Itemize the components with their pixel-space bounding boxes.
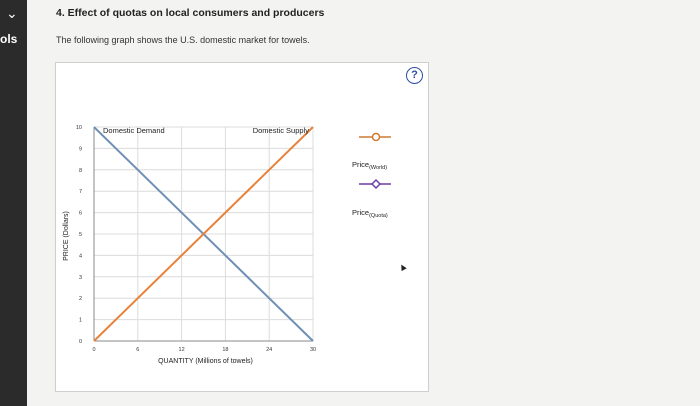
demand-curve-label: Domestic Demand bbox=[103, 126, 165, 135]
chart-legend bbox=[359, 132, 391, 190]
x-axis-label: QUANTITY (Millions of towels) bbox=[158, 358, 253, 365]
help-icon[interactable]: ? bbox=[406, 67, 423, 84]
y-tick-label: 5 bbox=[79, 232, 82, 238]
supply-curve-label: Domestic Supply bbox=[253, 126, 310, 135]
y-axis-label: PRICE (Dollars) bbox=[63, 211, 70, 261]
y-tick-label: 3 bbox=[79, 275, 82, 281]
chevron-down-icon[interactable]: ⌄ bbox=[6, 5, 18, 21]
y-tick-label: 2 bbox=[79, 296, 82, 302]
y-tick-label: 4 bbox=[79, 253, 82, 259]
chart-axes bbox=[93, 127, 313, 342]
y-tick-label: 8 bbox=[79, 168, 82, 174]
chart-series bbox=[93, 126, 314, 342]
y-tick-label: 0 bbox=[79, 339, 82, 345]
tools-label[interactable]: ols bbox=[0, 32, 18, 46]
question-text: The following graph shows the U.S. domes… bbox=[56, 35, 310, 45]
legend-quota-marker bbox=[370, 178, 382, 190]
x-tick-label: 6 bbox=[136, 347, 139, 353]
y-tick-label: 10 bbox=[76, 125, 82, 131]
sidebar: ⌄ ols bbox=[0, 0, 27, 406]
legend-world-marker bbox=[371, 132, 381, 142]
x-tick-label: 30 bbox=[310, 347, 316, 353]
graph-panel bbox=[55, 62, 429, 392]
legend-world-label: Price(World) bbox=[352, 160, 388, 171]
chart-grid bbox=[94, 126, 314, 341]
question-title: 4. Effect of quotas on local consumers a… bbox=[56, 7, 325, 19]
y-tick-label: 6 bbox=[79, 211, 82, 217]
x-tick-label: 18 bbox=[222, 347, 228, 353]
x-tick-label: 0 bbox=[92, 347, 95, 353]
y-tick-label: 1 bbox=[79, 318, 82, 324]
x-tick-label: 12 bbox=[179, 347, 185, 353]
legend-quota-label: Price(Quota) bbox=[352, 208, 388, 219]
supply-curve bbox=[93, 126, 314, 342]
y-tick-label: 9 bbox=[79, 146, 82, 152]
y-tick-label: 7 bbox=[79, 189, 82, 195]
x-tick-label: 24 bbox=[266, 347, 272, 353]
